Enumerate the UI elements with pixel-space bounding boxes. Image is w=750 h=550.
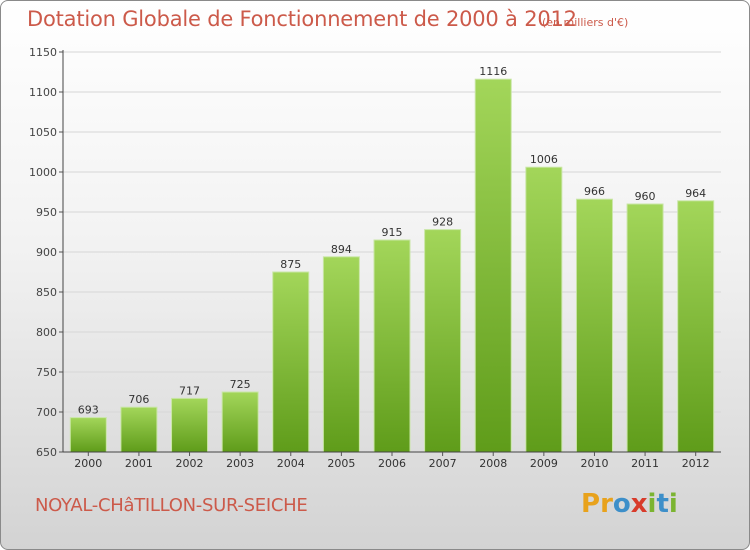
y-tick-label: 900	[36, 246, 57, 259]
y-tick-label: 750	[36, 366, 57, 379]
x-tick-label: 2009	[530, 457, 558, 470]
bar-value-label: 894	[331, 243, 352, 256]
x-tick-label: 2000	[74, 457, 102, 470]
logo-letter: i	[647, 489, 657, 519]
x-tick-label: 2007	[429, 457, 457, 470]
chart-title: Dotation Globale de Fonctionnement de 20…	[27, 7, 577, 31]
bar	[322, 256, 360, 453]
bar	[525, 166, 563, 453]
y-tick-label: 850	[36, 286, 57, 299]
x-tick-label: 2010	[580, 457, 608, 470]
y-tick-label: 650	[36, 446, 57, 459]
bar-value-label: 717	[179, 384, 200, 397]
x-tick-label: 2006	[378, 457, 406, 470]
logo-letter: r	[600, 489, 613, 519]
axes: 650 700 750 800 850 900 950 1000 1050 1100 1150 200…	[29, 46, 721, 470]
y-tick-label: 1150	[29, 46, 57, 59]
bar-value-label: 928	[432, 216, 453, 229]
bar-value-label: 1006	[530, 153, 558, 166]
bar	[171, 397, 209, 453]
bar-value-label: 725	[230, 378, 251, 391]
proxiti-logo: Proxiti	[581, 489, 678, 519]
y-tick-label: 950	[36, 206, 57, 219]
x-tick-label: 2004	[277, 457, 305, 470]
bar	[626, 203, 664, 453]
bar-value-label: 1116	[479, 65, 507, 78]
bar	[373, 239, 411, 453]
chart-units-note: (en milliers d'€)	[542, 16, 629, 29]
bar	[424, 229, 462, 453]
x-tick-label: 2003	[226, 457, 254, 470]
y-tick-label: 1100	[29, 86, 57, 99]
bar	[575, 198, 613, 453]
y-tick-label: 700	[36, 406, 57, 419]
bar	[221, 391, 259, 453]
bar	[69, 417, 107, 453]
logo-letter: o	[612, 489, 631, 519]
bar-value-label: 915	[382, 226, 403, 239]
bar-value-label: 706	[128, 393, 149, 406]
bar	[272, 271, 310, 453]
bar-value-label: 875	[280, 258, 301, 271]
bar-value-label: 960	[635, 190, 656, 203]
y-tick-label: 800	[36, 326, 57, 339]
bar-value-label: 966	[584, 185, 605, 198]
x-tick-label: 2012	[682, 457, 710, 470]
y-tick-label: 1000	[29, 166, 57, 179]
commune-name: NOYAL-CHâTILLON-SUR-SEICHE	[35, 495, 308, 516]
data-labels: 693 706 717 725 875 894 915 928 1116 1006 966 960 96…	[78, 65, 706, 416]
logo-letter: x	[630, 489, 648, 519]
y-tick-label: 1050	[29, 126, 57, 139]
x-tick-label: 2005	[327, 457, 355, 470]
bar-value-label: 693	[78, 404, 99, 417]
logo-letter: P	[581, 489, 601, 519]
bars	[69, 78, 715, 453]
bar	[120, 406, 158, 453]
x-tick-label: 2011	[631, 457, 659, 470]
bar	[677, 200, 715, 453]
logo-letter: i	[668, 489, 678, 519]
logo-letter: t	[656, 489, 669, 519]
x-tick-label: 2002	[176, 457, 204, 470]
x-tick-label: 2008	[479, 457, 507, 470]
bar	[474, 78, 512, 453]
bar-value-label: 964	[685, 187, 706, 200]
x-tick-label: 2001	[125, 457, 153, 470]
